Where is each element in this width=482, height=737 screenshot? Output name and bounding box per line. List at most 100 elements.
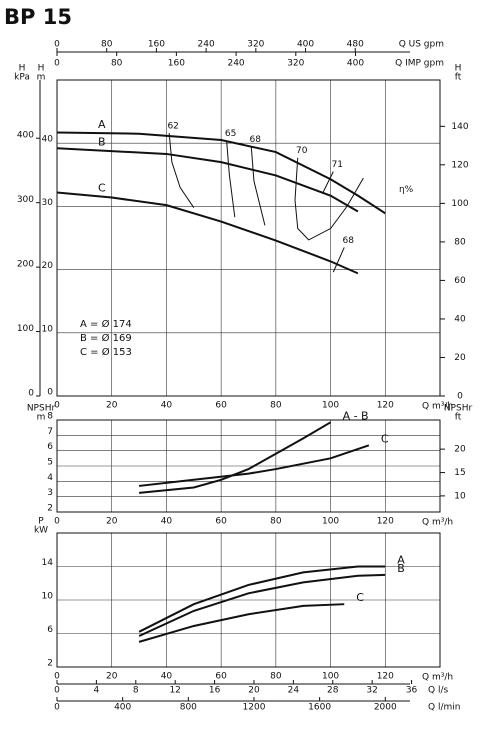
aux-tick-label: 0 [54,686,60,696]
x-axis-label: Q m³/h [422,673,453,683]
aux-tick-label: 160 [148,40,165,50]
x-tick-label: 40 [161,517,173,527]
y-tick-label: 6 [47,442,53,452]
aux-tick-label: 800 [180,703,197,713]
y-tick-label: 2 [47,504,53,514]
x-tick-label: 120 [377,401,394,411]
aux-axis-label: Q l/min [428,703,460,713]
aux-axis-label: Q US gpm [399,40,444,50]
aux-tick-label: 80 [101,40,113,50]
y-axis-unit: m [37,413,46,423]
y2-tick-label: 20 [454,353,466,363]
eta-label: η% [399,185,414,195]
aux-tick-label: 28 [327,686,339,696]
aux-tick-label: 320 [287,59,304,69]
y-alt-tick-label: 100 [17,324,34,334]
y-alt-tick-label: 300 [17,195,34,205]
curve-label: C [356,591,364,604]
aux-tick-label: 1600 [308,703,331,713]
x-tick-label: 60 [215,672,227,682]
y-tick-label: 8 [47,412,53,422]
y-tick-label: 2 [47,659,53,669]
aux-tick-label: 24 [288,686,300,696]
x-tick-label: 20 [106,672,118,682]
y-alt-unit: kPa [14,73,30,83]
aux-tick-label: 400 [114,703,131,713]
efficiency-contour [168,133,195,208]
aux-tick-label: 320 [247,40,264,50]
aux-tick-label: 0 [54,703,60,713]
y2-tick-label: 100 [451,199,468,209]
y-tick-label: 10 [42,324,54,334]
aux-tick-label: 480 [347,40,364,50]
aux-tick-label: 400 [297,40,314,50]
y2-axis-unit: ft [455,413,462,423]
x-tick-label: 100 [322,672,339,682]
x-tick-label: 80 [270,401,282,411]
y-tick-label: 30 [42,198,54,208]
y2-tick-label: 15 [454,468,465,478]
efficiency-label: 62 [167,122,178,132]
y-tick-label: 5 [47,458,53,468]
y2-axis-label: NPSHr [444,404,473,414]
aux-tick-label: 80 [111,59,123,69]
y-alt-label: H [19,64,26,74]
x-tick-label: 80 [270,672,282,682]
y2-tick-label: 140 [451,122,468,132]
x-axis-label: Q m³/h [422,518,453,528]
curve [138,603,345,643]
y-alt-tick-label: 200 [17,260,34,270]
y-alt-tick-label: 0 [28,389,34,399]
x-tick-label: 120 [377,517,394,527]
curve-label: B [98,135,106,148]
y-alt-tick-label: 400 [17,131,34,141]
aux-tick-label: 32 [366,686,377,696]
legend-note: B = Ø 169 [80,332,132,344]
y-axis-unit: m [37,73,46,83]
y2-tick-label: 80 [454,237,466,247]
plot-frame [56,532,441,668]
efficiency-contour [226,140,236,218]
x-tick-label: 20 [106,517,118,527]
curve [138,573,386,637]
curve-label: A - B [343,409,369,422]
curve [138,444,370,487]
aux-tick-label: 240 [227,59,244,69]
y-tick-label: 14 [42,558,54,568]
y2-axis-label: H [455,64,462,74]
efficiency-label: 68 [250,135,262,145]
aux-tick-label: 4 [94,686,100,696]
curve [56,191,359,275]
aux-axis-label: Q IMP gpm [395,59,444,69]
aux-tick-label: 36 [406,686,418,696]
x-tick-label: 40 [161,401,173,411]
curve-label: A [98,118,106,131]
y2-tick-label: 120 [451,160,468,170]
efficiency-contour [294,157,364,241]
plot-frame [56,419,441,513]
efficiency-contour [321,171,334,194]
y2-tick-label: 20 [454,445,466,455]
curve-label: B [397,562,405,575]
y-axis-label: P [38,517,44,527]
y2-tick-label: 40 [454,314,466,324]
x-tick-label: 0 [54,672,60,682]
plot-frame [56,79,441,397]
x-tick-label: 40 [161,672,173,682]
y-axis-unit: kW [34,526,48,536]
y2-axis-unit: ft [455,73,462,83]
aux-tick-label: 16 [209,686,221,696]
efficiency-contour [250,146,266,226]
x-tick-label: 0 [54,401,60,411]
y-tick-label: 6 [47,625,53,635]
curve-label: C [98,181,106,194]
curve [56,147,359,213]
aux-axis-label: Q l/s [428,686,448,696]
y-tick-label: 4 [47,473,53,483]
aux-tick-label: 240 [198,40,215,50]
aux-tick-label: 2000 [374,703,397,713]
y-axis-label: H [38,64,45,74]
aux-tick-label: 20 [248,686,260,696]
legend-note: C = Ø 153 [80,346,132,358]
aux-tick-label: 1200 [243,703,266,713]
